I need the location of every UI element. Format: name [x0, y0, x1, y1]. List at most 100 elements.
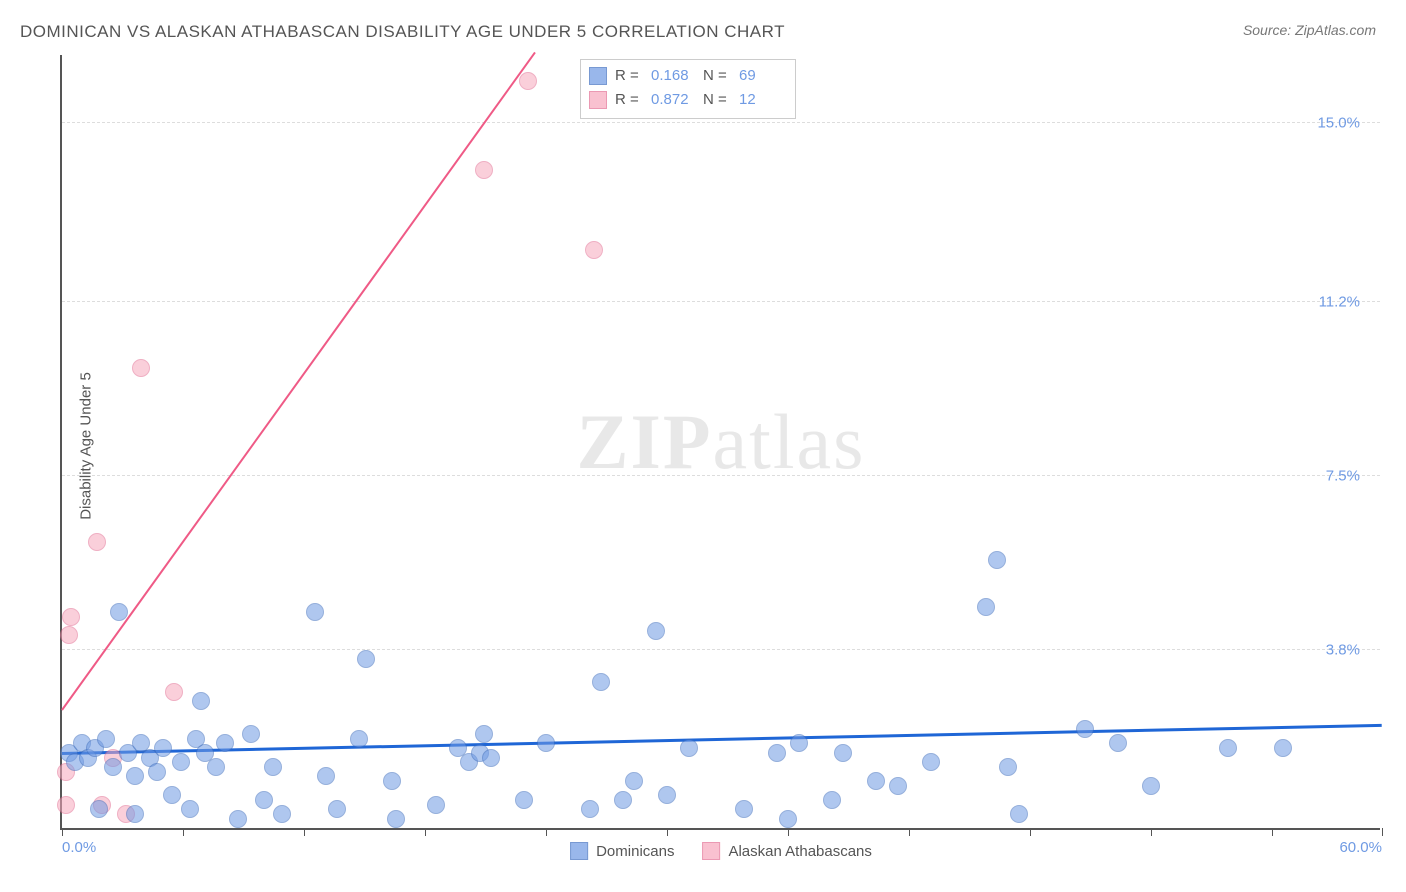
x-tick	[788, 828, 789, 836]
swatch-dominicans-icon	[570, 842, 588, 860]
correlation-chart: DOMINICAN VS ALASKAN ATHABASCAN DISABILI…	[0, 0, 1406, 892]
data-point	[1142, 777, 1160, 795]
data-point	[387, 810, 405, 828]
x-tick	[425, 828, 426, 836]
gridline	[62, 301, 1380, 302]
data-point	[350, 730, 368, 748]
legend-item-dominicans: Dominicans	[570, 842, 674, 860]
data-point	[1076, 720, 1094, 738]
data-point	[647, 622, 665, 640]
data-point	[104, 758, 122, 776]
data-point	[357, 650, 375, 668]
legend-item-athabascans: Alaskan Athabascans	[702, 842, 871, 860]
gridline	[62, 649, 1380, 650]
y-tick-label: 15.0%	[1317, 115, 1360, 132]
trend-line	[62, 724, 1382, 755]
data-point	[1274, 739, 1292, 757]
data-point	[165, 683, 183, 701]
legend-row-dominicans: R = 0.168 N = 69	[589, 64, 783, 88]
data-point	[383, 772, 401, 790]
legend-row-athabascans: R = 0.872 N = 12	[589, 88, 783, 112]
watermark: ZIPatlas	[577, 397, 866, 487]
data-point	[207, 758, 225, 776]
trend-line	[61, 51, 536, 710]
data-point	[242, 725, 260, 743]
data-point	[192, 692, 210, 710]
swatch-dominicans	[589, 67, 607, 85]
data-point	[680, 739, 698, 757]
data-point	[779, 810, 797, 828]
series-legend: Dominicans Alaskan Athabascans	[570, 842, 872, 860]
x-tick	[183, 828, 184, 836]
correlation-legend: R = 0.168 N = 69 R = 0.872 N = 12	[580, 59, 796, 119]
plot-area: ZIPatlas R = 0.168 N = 69 R = 0.872 N = …	[60, 55, 1380, 830]
data-point	[317, 767, 335, 785]
x-tick	[62, 828, 63, 836]
data-point	[537, 734, 555, 752]
data-point	[229, 810, 247, 828]
data-point	[126, 805, 144, 823]
data-point	[163, 786, 181, 804]
data-point	[519, 72, 537, 90]
data-point	[427, 796, 445, 814]
x-tick	[1151, 828, 1152, 836]
data-point	[216, 734, 234, 752]
swatch-athabascans	[589, 91, 607, 109]
y-tick-label: 7.5%	[1326, 467, 1360, 484]
data-point	[126, 767, 144, 785]
y-tick-label: 11.2%	[1319, 293, 1360, 310]
data-point	[154, 739, 172, 757]
data-point	[581, 800, 599, 818]
data-point	[60, 626, 78, 644]
swatch-athabascans-icon	[702, 842, 720, 860]
data-point	[867, 772, 885, 790]
data-point	[475, 725, 493, 743]
data-point	[475, 161, 493, 179]
x-tick	[1030, 828, 1031, 836]
gridline	[62, 122, 1380, 123]
data-point	[132, 359, 150, 377]
data-point	[264, 758, 282, 776]
chart-source: Source: ZipAtlas.com	[1243, 22, 1376, 38]
data-point	[823, 791, 841, 809]
data-point	[658, 786, 676, 804]
data-point	[768, 744, 786, 762]
data-point	[515, 791, 533, 809]
data-point	[889, 777, 907, 795]
data-point	[88, 533, 106, 551]
data-point	[482, 749, 500, 767]
data-point	[922, 753, 940, 771]
data-point	[790, 734, 808, 752]
data-point	[273, 805, 291, 823]
x-tick	[304, 828, 305, 836]
data-point	[172, 753, 190, 771]
x-tick	[909, 828, 910, 836]
x-tick	[1272, 828, 1273, 836]
chart-title: DOMINICAN VS ALASKAN ATHABASCAN DISABILI…	[20, 22, 785, 42]
data-point	[834, 744, 852, 762]
data-point	[977, 598, 995, 616]
data-point	[1010, 805, 1028, 823]
data-point	[148, 763, 166, 781]
data-point	[1219, 739, 1237, 757]
data-point	[62, 608, 80, 626]
data-point	[625, 772, 643, 790]
data-point	[328, 800, 346, 818]
data-point	[255, 791, 273, 809]
data-point	[181, 800, 199, 818]
data-point	[306, 603, 324, 621]
data-point	[999, 758, 1017, 776]
data-point	[988, 551, 1006, 569]
gridline	[62, 475, 1380, 476]
y-tick-label: 3.8%	[1326, 641, 1360, 658]
data-point	[735, 800, 753, 818]
data-point	[585, 241, 603, 259]
x-tick-label: 0.0%	[62, 839, 96, 856]
x-tick	[1382, 828, 1383, 836]
data-point	[1109, 734, 1127, 752]
data-point	[90, 800, 108, 818]
data-point	[97, 730, 115, 748]
x-tick-label: 60.0%	[1339, 839, 1382, 856]
x-tick	[667, 828, 668, 836]
data-point	[614, 791, 632, 809]
